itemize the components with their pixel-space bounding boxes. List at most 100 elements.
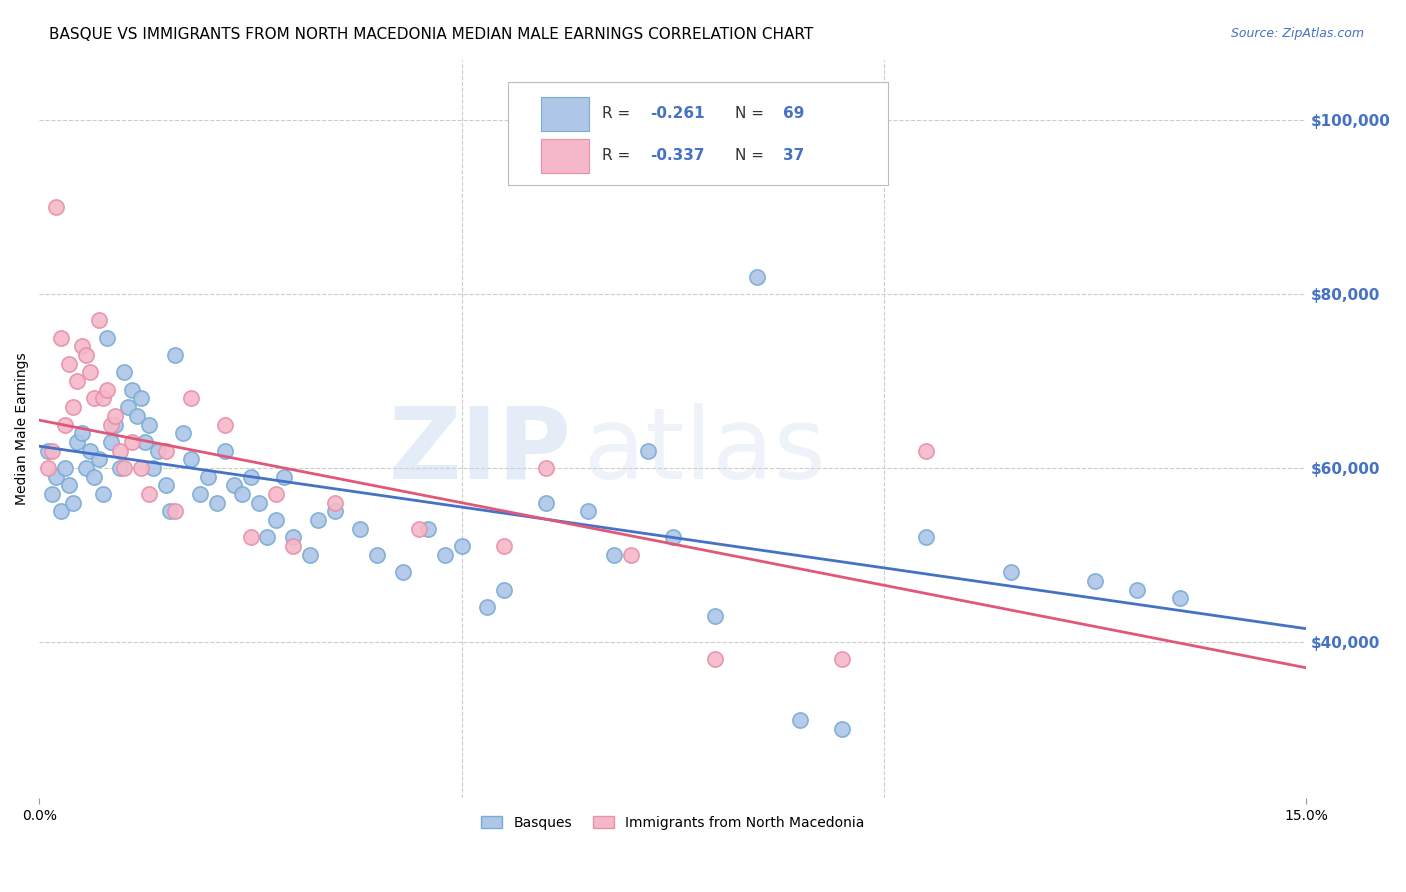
Point xyxy=(41,443,63,458)
Point xyxy=(112,461,135,475)
Point xyxy=(37,443,59,458)
Point xyxy=(66,434,89,449)
Point xyxy=(37,461,59,475)
Point xyxy=(163,348,186,362)
Point xyxy=(87,452,110,467)
Point xyxy=(83,392,105,406)
Point xyxy=(91,487,114,501)
Point xyxy=(231,487,253,501)
Y-axis label: Median Male Earnings: Median Male Earnings xyxy=(15,352,30,505)
Text: ZIP: ZIP xyxy=(388,402,571,500)
Point xyxy=(53,417,76,432)
Point xyxy=(450,539,472,553)
Point xyxy=(239,531,262,545)
Point xyxy=(620,548,643,562)
Point xyxy=(155,478,177,492)
Point xyxy=(91,392,114,406)
Point xyxy=(214,417,236,432)
Point xyxy=(475,599,498,614)
Point xyxy=(108,443,131,458)
Point xyxy=(747,269,769,284)
Point xyxy=(915,531,938,545)
Point xyxy=(75,461,97,475)
Point xyxy=(138,417,160,432)
Point xyxy=(87,313,110,327)
Point xyxy=(172,426,194,441)
Point xyxy=(138,487,160,501)
Point xyxy=(96,383,118,397)
Point xyxy=(70,339,93,353)
Point xyxy=(163,504,186,518)
Point xyxy=(104,417,127,432)
Point xyxy=(41,487,63,501)
Point xyxy=(1168,591,1191,606)
Point xyxy=(117,400,139,414)
Text: 69: 69 xyxy=(783,106,804,121)
Point xyxy=(159,504,181,518)
Point xyxy=(45,200,67,214)
Point xyxy=(349,522,371,536)
Point xyxy=(142,461,165,475)
FancyBboxPatch shape xyxy=(541,138,589,172)
Point xyxy=(62,496,84,510)
Legend: Basques, Immigrants from North Macedonia: Basques, Immigrants from North Macedonia xyxy=(475,811,870,836)
Point xyxy=(121,434,143,449)
Point xyxy=(155,443,177,458)
Point xyxy=(281,531,304,545)
Text: Source: ZipAtlas.com: Source: ZipAtlas.com xyxy=(1230,27,1364,40)
Point xyxy=(146,443,169,458)
Point xyxy=(1084,574,1107,588)
Point xyxy=(264,513,287,527)
Point xyxy=(534,496,557,510)
Point xyxy=(83,469,105,483)
Point xyxy=(915,443,938,458)
Point xyxy=(323,496,346,510)
Point xyxy=(534,461,557,475)
Point xyxy=(637,443,659,458)
Point xyxy=(121,383,143,397)
Point xyxy=(273,469,295,483)
Point xyxy=(125,409,148,423)
Text: atlas: atlas xyxy=(583,402,825,500)
Point xyxy=(214,443,236,458)
Text: BASQUE VS IMMIGRANTS FROM NORTH MACEDONIA MEDIAN MALE EARNINGS CORRELATION CHART: BASQUE VS IMMIGRANTS FROM NORTH MACEDONI… xyxy=(49,27,814,42)
Text: N =: N = xyxy=(735,106,769,121)
Point xyxy=(62,400,84,414)
Text: R =: R = xyxy=(602,148,636,163)
Point xyxy=(662,531,685,545)
Point xyxy=(134,434,156,449)
Point xyxy=(789,713,811,727)
Point xyxy=(281,539,304,553)
Point xyxy=(366,548,388,562)
Point xyxy=(603,548,626,562)
Point xyxy=(408,522,430,536)
Point xyxy=(180,452,202,467)
Point xyxy=(104,409,127,423)
Point xyxy=(307,513,329,527)
Point xyxy=(129,392,152,406)
Point xyxy=(1000,566,1022,580)
Point xyxy=(100,417,122,432)
Point xyxy=(70,426,93,441)
Point xyxy=(96,331,118,345)
Point xyxy=(66,374,89,388)
Point xyxy=(492,539,515,553)
Point xyxy=(197,469,219,483)
Point xyxy=(416,522,439,536)
Point xyxy=(108,461,131,475)
Point xyxy=(1126,582,1149,597)
Point xyxy=(58,357,80,371)
Point xyxy=(704,652,727,666)
Point xyxy=(831,652,853,666)
Point xyxy=(205,496,228,510)
Point xyxy=(58,478,80,492)
Text: N =: N = xyxy=(735,148,769,163)
Point xyxy=(180,392,202,406)
Point xyxy=(49,331,72,345)
Text: -0.261: -0.261 xyxy=(650,106,704,121)
Point xyxy=(247,496,270,510)
Point xyxy=(188,487,211,501)
Point xyxy=(222,478,245,492)
Point xyxy=(79,365,101,379)
Point xyxy=(264,487,287,501)
